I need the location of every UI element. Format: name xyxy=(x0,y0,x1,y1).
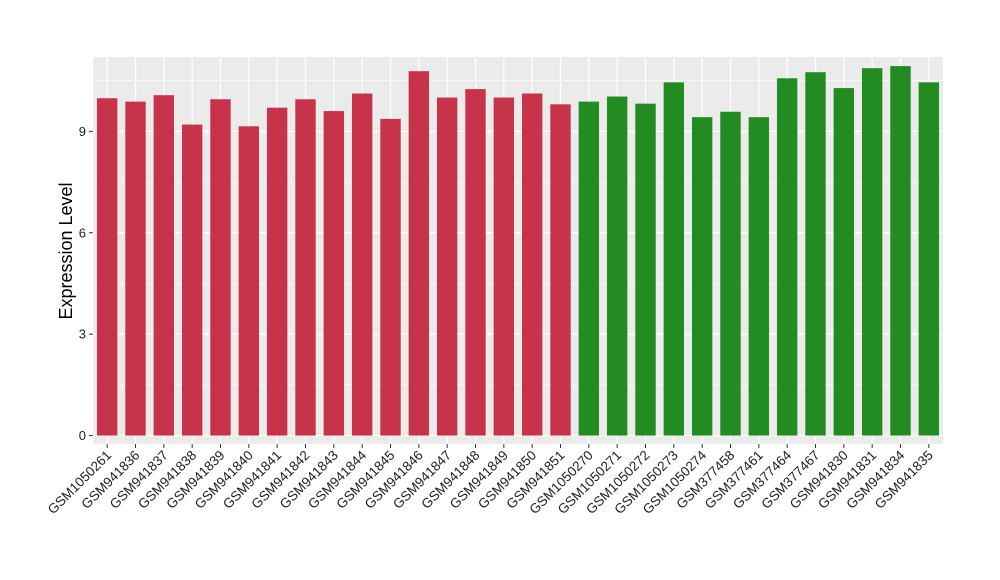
bar xyxy=(181,124,203,436)
bar xyxy=(805,72,826,436)
bar xyxy=(521,93,543,436)
y-tick-label: 0 xyxy=(79,428,86,443)
bar xyxy=(493,97,515,436)
bar xyxy=(323,111,345,436)
bar xyxy=(238,126,260,436)
bar xyxy=(833,88,855,436)
bar xyxy=(691,117,713,436)
bar xyxy=(96,98,118,436)
x-axis: GSM1050261GSM941836GSM941837GSM941838GSM… xyxy=(45,444,936,517)
bar xyxy=(635,103,656,436)
bar xyxy=(890,66,911,436)
plot-panel xyxy=(93,57,943,444)
bar xyxy=(748,117,770,436)
bar xyxy=(720,111,741,436)
bars xyxy=(96,66,940,436)
bar xyxy=(436,97,458,436)
y-axis: 0 3 6 9 xyxy=(79,124,93,443)
y-tick-label: 6 xyxy=(79,225,86,240)
bar xyxy=(153,95,175,436)
bar xyxy=(606,96,628,436)
bar xyxy=(295,99,316,436)
bar xyxy=(210,99,231,436)
bar xyxy=(465,89,486,436)
bar xyxy=(578,101,600,436)
bar xyxy=(351,93,373,436)
y-axis-title: Expression Level xyxy=(56,182,76,319)
bar xyxy=(861,68,883,436)
bar xyxy=(663,82,685,436)
y-tick-label: 9 xyxy=(79,124,86,139)
bar xyxy=(408,71,430,436)
bar xyxy=(550,104,571,436)
minor-gridlines xyxy=(93,80,943,386)
bar xyxy=(776,78,798,436)
bar xyxy=(125,101,146,436)
y-tick-label: 3 xyxy=(79,327,86,342)
bar xyxy=(380,118,401,436)
bar xyxy=(918,82,940,436)
bar xyxy=(266,107,288,436)
